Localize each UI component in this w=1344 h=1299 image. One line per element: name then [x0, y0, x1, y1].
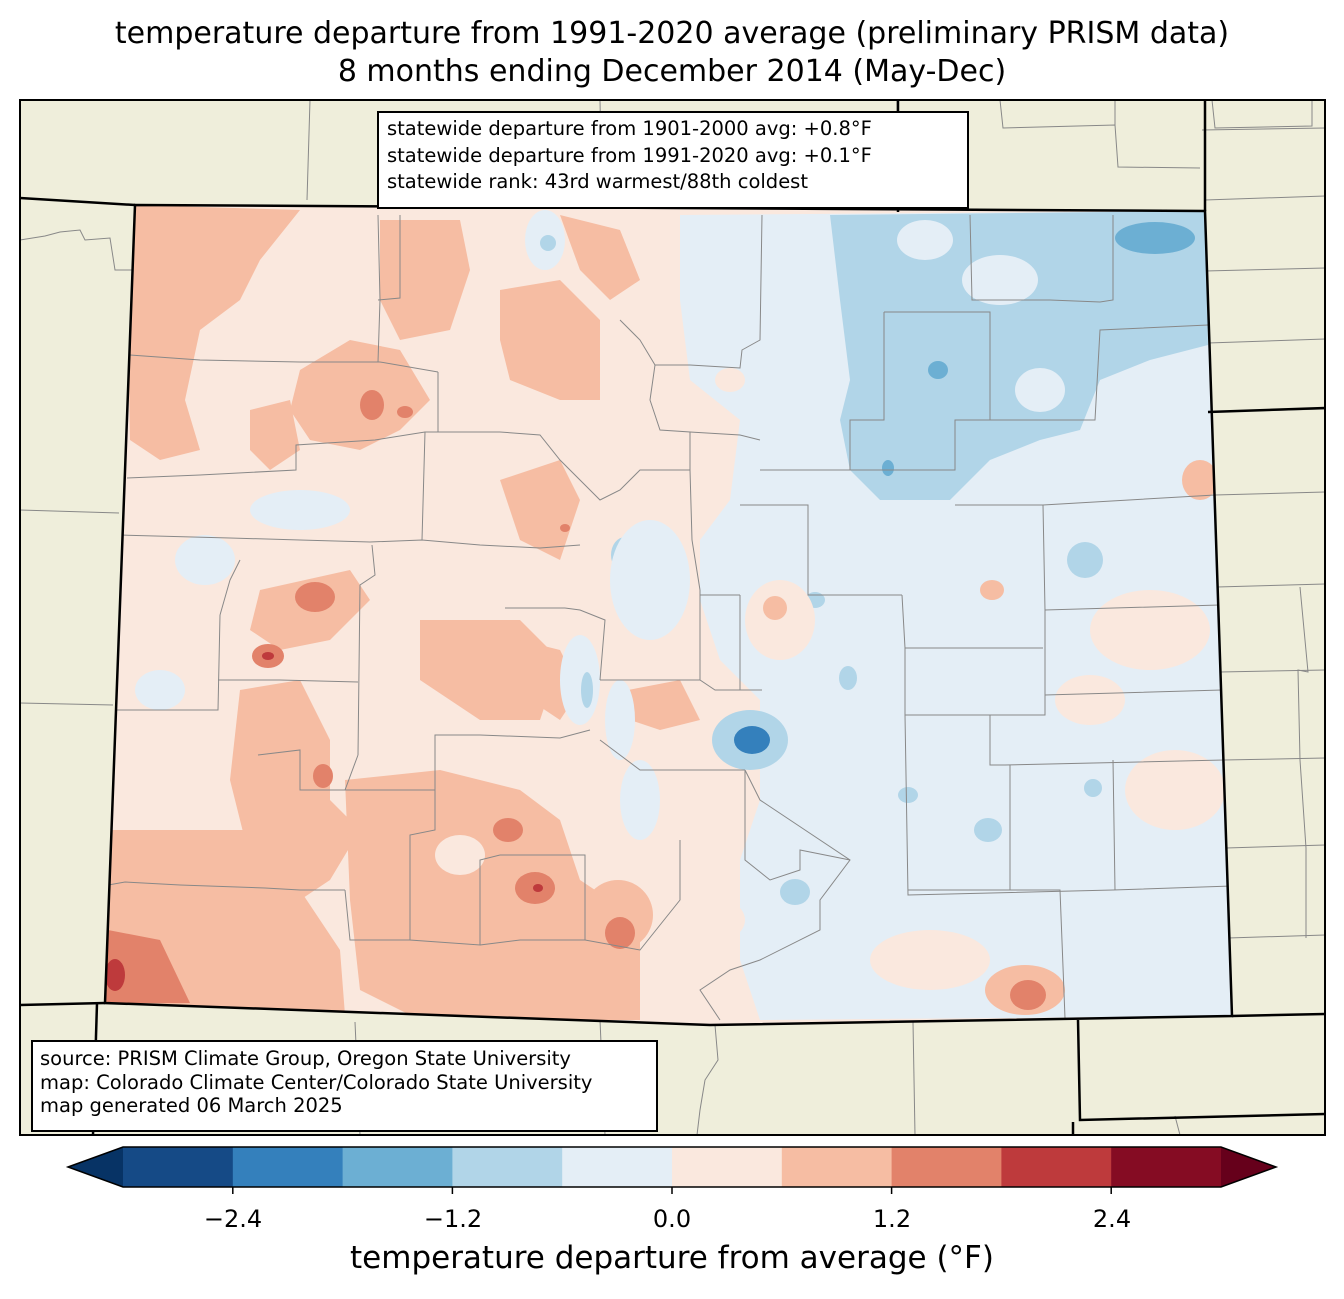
map-title-line2: 8 months ending December 2014 (May-Dec) — [337, 54, 1007, 89]
colorbar-bin — [123, 1147, 234, 1187]
colorbar-bin — [891, 1147, 1002, 1187]
colorbar-tick-label: −2.4 — [203, 1205, 263, 1233]
colorbar-tick-label: 2.4 — [1092, 1205, 1132, 1233]
state-boundaries — [20, 100, 1325, 1135]
colorbar-tick-label: −1.2 — [423, 1205, 483, 1233]
statewide-stats-box: statewide departure from 1901-2000 avg: … — [377, 111, 969, 209]
colorbar — [65, 1146, 1279, 1194]
map-credit-line: map: Colorado Climate Center/Colorado St… — [40, 1070, 593, 1094]
colorbar-bin — [562, 1147, 673, 1187]
map-frame-border — [19, 99, 1326, 1136]
colorbar-bin — [342, 1147, 453, 1187]
stat-rank: statewide rank: 43rd warmest/88th coldes… — [387, 170, 808, 193]
colorbar-tick-label: 1.2 — [872, 1205, 912, 1233]
colorbar-bin — [1111, 1147, 1222, 1187]
colorado-counties — [107, 214, 1231, 1021]
colorbar-over-arrow — [1221, 1147, 1276, 1187]
stat-departure-1991-2020: statewide departure from 1991-2020 avg: … — [387, 143, 872, 167]
colorbar-bin — [781, 1147, 893, 1187]
colorbar-label: temperature departure from average (°F) — [350, 1240, 994, 1276]
stat-departure-1901-2000: statewide departure from 1901-2000 avg: … — [387, 117, 872, 140]
source-line: source: PRISM Climate Group, Oregon Stat… — [40, 1047, 571, 1070]
colorbar-bin — [672, 1147, 783, 1187]
colorbar-bin — [232, 1147, 344, 1187]
map-title-line1: temperature departure from 1991-2020 ave… — [114, 16, 1230, 51]
colorbar-outline — [65, 1146, 1279, 1188]
colorbar-bin — [452, 1147, 563, 1187]
source-box: source: PRISM Climate Group, Oregon Stat… — [31, 1040, 658, 1132]
colorado-border — [103, 203, 1234, 1027]
temperature-field — [105, 205, 1232, 1025]
generated-date-line: map generated 06 March 2025 — [40, 1094, 343, 1117]
colorbar-under-arrow — [68, 1147, 123, 1187]
colorbar-tick-label: 0.0 — [652, 1205, 692, 1233]
colorbar-bin — [1001, 1147, 1112, 1187]
